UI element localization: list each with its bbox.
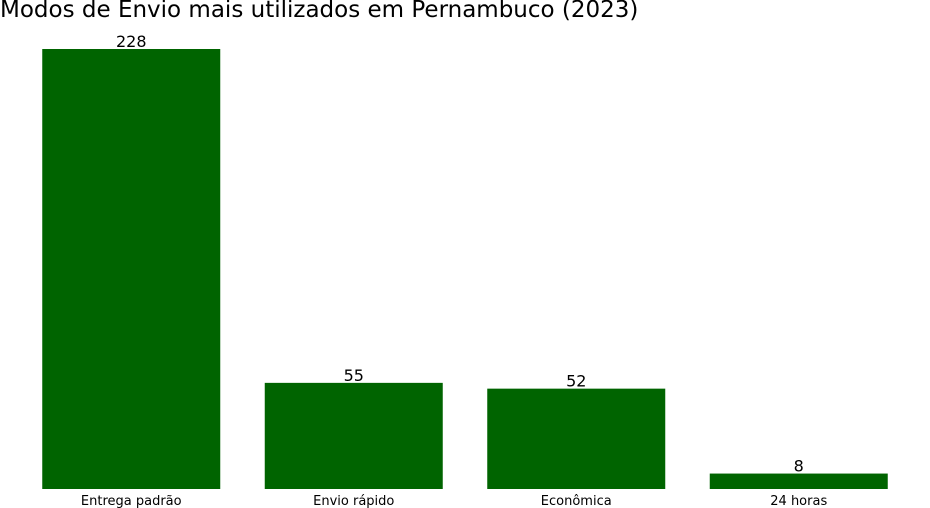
bar-value-label-3: 8 <box>794 457 804 476</box>
x-tick-label-1: Envio rápido <box>313 494 394 508</box>
x-tick-label-0: Entrega padrão <box>81 494 182 508</box>
bar-0 <box>42 49 221 489</box>
bars-group <box>42 49 888 489</box>
bar-3 <box>709 473 888 489</box>
x-tick-label-2: Econômica <box>541 494 612 508</box>
bar-value-label-1: 55 <box>344 366 364 385</box>
bar-value-label-2: 52 <box>566 372 586 391</box>
bar-value-label-0: 228 <box>116 32 147 51</box>
x-tick-labels-group: Entrega padrão Envio rápido Econômica 24 ho… <box>81 494 828 508</box>
value-labels-group: 228 55 52 8 <box>116 32 804 476</box>
x-tick-label-3: 24 horas <box>770 494 827 508</box>
chart-title: Modos de Envio mais utilizados em Pernam… <box>0 0 639 23</box>
bar-1 <box>264 382 443 489</box>
bar-2 <box>487 388 666 489</box>
